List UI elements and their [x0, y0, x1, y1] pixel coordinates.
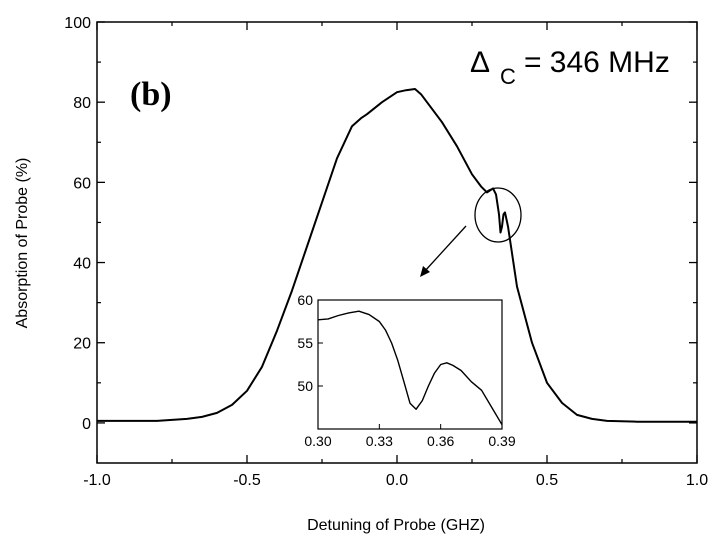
delta-subscript: C — [500, 64, 516, 89]
inset-y-tick-label: 60 — [297, 292, 313, 308]
highlight-ellipse — [474, 187, 522, 243]
x-tick-label: 0.0 — [386, 472, 408, 489]
y-tick-label: 0 — [82, 416, 91, 433]
inset-x-tick-label: 0.33 — [366, 433, 393, 449]
x-axis-label: Detuning of Probe (GHZ) — [307, 517, 485, 534]
delta-value: = 346 MHz — [524, 46, 670, 79]
absorption-curve — [97, 88, 697, 423]
pointer-arrow — [420, 225, 467, 277]
y-tick-label: 60 — [73, 175, 91, 192]
svg-text:ΔC= 346 MHz: Δ C = 346 MHz — [470, 46, 670, 89]
y-tick-label: 20 — [73, 336, 91, 353]
y-tick-label: 80 — [73, 95, 91, 112]
x-tick-label: 0.5 — [536, 472, 558, 489]
inset-y-tick-label: 50 — [297, 378, 313, 394]
inset-plot: 0.30 0.33 0.36 0.39 50 55 60 — [297, 292, 515, 449]
y-tick-label: 40 — [73, 256, 91, 273]
inset-x-tick-label: 0.30 — [304, 433, 331, 449]
y-tick-label: 100 — [64, 15, 91, 32]
inset-curve — [317, 310, 503, 426]
x-tick-label: 1.0 — [686, 472, 708, 489]
x-tick-label: -0.5 — [233, 472, 261, 489]
inset-frame — [317, 299, 503, 430]
inset-x-tick-label: 0.39 — [488, 433, 515, 449]
x-tick-label: -1.0 — [83, 472, 111, 489]
main-plot: -1.0 -0.5 0.0 0.5 1.0 0 20 40 60 80 100 — [64, 15, 708, 489]
delta-symbol: Δ — [470, 46, 490, 79]
panel-label: (b) — [130, 76, 172, 113]
inset-y-tick-label: 55 — [297, 335, 313, 351]
delta-annotation: Δ C = 346 MHz — [470, 46, 670, 89]
y-axis-label: Absorption of Probe (%) — [14, 158, 31, 329]
inset-x-tick-label: 0.36 — [427, 433, 454, 449]
